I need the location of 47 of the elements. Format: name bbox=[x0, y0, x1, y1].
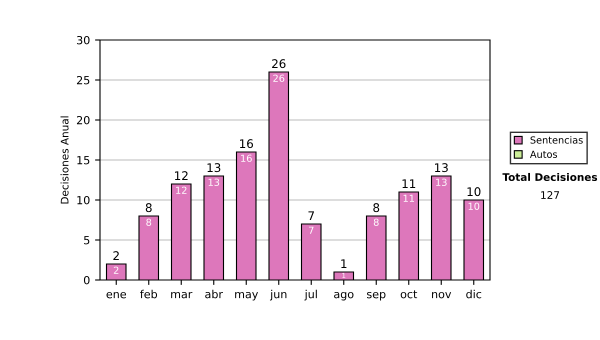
x-tick-label: sep bbox=[367, 292, 386, 300]
x-tick-label: ene bbox=[106, 292, 126, 298]
x-tick-label: may bbox=[235, 292, 258, 300]
legend-label: Autos bbox=[530, 150, 558, 158]
y-tick-label: 0 bbox=[84, 276, 90, 284]
x-tick-label: jun bbox=[270, 290, 286, 300]
data-label: 7 bbox=[308, 226, 314, 234]
data-label: 16 bbox=[241, 154, 252, 162]
total-label: 11 bbox=[402, 179, 416, 188]
x-tick-label: jul bbox=[304, 290, 317, 300]
data-label: 11 bbox=[404, 194, 414, 202]
data-label: 10 bbox=[468, 202, 480, 210]
y-tick-label: 30 bbox=[76, 36, 90, 44]
legend-label: Sentencias bbox=[530, 136, 583, 144]
data-label: 26 bbox=[273, 74, 284, 82]
y-tick-label: 5 bbox=[84, 236, 90, 244]
total-label: 12 bbox=[175, 171, 188, 180]
total-label: 7 bbox=[308, 211, 314, 220]
x-tick-label: oct bbox=[400, 290, 418, 298]
data-label: 8 bbox=[374, 218, 379, 226]
total-label: 13 bbox=[435, 163, 448, 172]
x-tick-label: feb bbox=[140, 290, 158, 298]
data-label: 13 bbox=[436, 178, 447, 186]
data-label: 13 bbox=[208, 178, 220, 186]
y-tick-label: 25 bbox=[76, 76, 90, 84]
x-tick-label: nov bbox=[432, 292, 452, 298]
x-tick-label: mar bbox=[171, 292, 192, 298]
total-label: 1 bbox=[341, 259, 346, 268]
total-label: 13 bbox=[208, 163, 220, 172]
total-label: 26 bbox=[272, 59, 286, 68]
total-label: 10 bbox=[468, 187, 480, 196]
data-label: 8 bbox=[146, 218, 152, 226]
x-tick-label: dic bbox=[466, 290, 482, 298]
total-label: 16 bbox=[240, 139, 254, 148]
data-label: 12 bbox=[176, 186, 186, 194]
y-tick-label: 10 bbox=[77, 196, 90, 204]
data-label: 2 bbox=[114, 266, 118, 274]
x-tick-label: ago bbox=[334, 292, 354, 300]
text: Total Decisiones bbox=[502, 172, 598, 182]
total-label: 8 bbox=[373, 203, 380, 212]
y-tick-label: 15 bbox=[77, 156, 90, 164]
text: 127 bbox=[541, 191, 560, 199]
total-label: 2 bbox=[113, 251, 119, 260]
total-label: 8 bbox=[146, 203, 152, 212]
y-tick-label: 20 bbox=[76, 116, 90, 124]
x-tick-label: abr bbox=[205, 290, 223, 298]
y-axis-title: Decisiones Anual bbox=[60, 116, 69, 204]
